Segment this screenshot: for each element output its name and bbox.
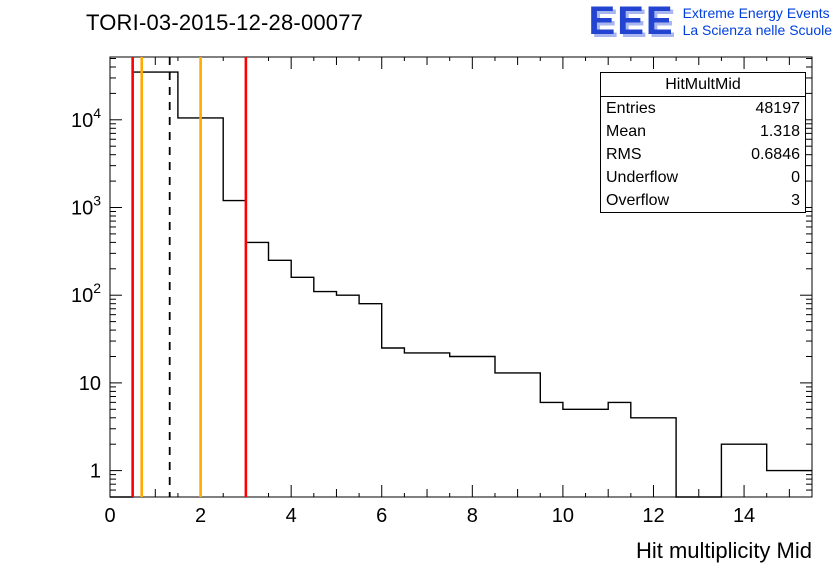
- x-tick-label: 0: [104, 505, 115, 527]
- stats-label: Mean: [606, 123, 647, 140]
- x-tick-label: 12: [642, 505, 664, 527]
- y-tick-label: 103: [71, 192, 101, 219]
- y-tick-label: 104: [71, 105, 101, 132]
- stats-row: Overflow 3: [601, 189, 805, 212]
- x-tick-label: 6: [376, 505, 387, 527]
- stats-label: Entries: [606, 100, 656, 117]
- stats-box: HitMultMid Entries 48197 Mean 1.318 RMS 0.684…: [600, 72, 806, 213]
- stats-label: Underflow: [606, 169, 679, 186]
- y-tick-label: 10: [79, 373, 101, 395]
- plot-title: TORI-03-2015-12-28-00077: [86, 10, 364, 35]
- eee-logo: EEE Extreme Energy Events La Scienza nel…: [588, 0, 832, 43]
- logo-line-1: Extreme Energy Events: [682, 5, 830, 21]
- eee-logo-caption: Extreme Energy Events La Scienza nelle S…: [683, 3, 832, 39]
- stats-box-title: HitMultMid: [601, 73, 805, 97]
- stats-row: Entries 48197: [601, 97, 805, 120]
- stats-value: 0.6846: [751, 146, 800, 163]
- stats-label: Overflow: [606, 192, 670, 209]
- histogram-line: [110, 71, 812, 498]
- stats-value: 1.318: [759, 123, 800, 140]
- x-tick-label: 8: [467, 505, 478, 527]
- x-tick-label: 2: [195, 505, 206, 527]
- stats-value: 48197: [755, 100, 801, 117]
- x-tick-label: 10: [552, 505, 574, 527]
- plot-frame: [109, 56, 813, 498]
- stats-value: 3: [791, 192, 800, 209]
- eee-logo-text: EEE: [588, 0, 675, 43]
- stats-row: RMS 0.6846: [601, 143, 805, 166]
- stats-label: RMS: [606, 146, 642, 163]
- logo-line-2: La Scienza nelle Scuole: [682, 22, 832, 38]
- y-tick-label: 102: [71, 280, 101, 307]
- y-tick-label: 1: [90, 461, 101, 483]
- stats-rows: Entries 48197 Mean 1.318 RMS 0.6846 Underflow 0…: [601, 97, 805, 212]
- x-tick-label: 14: [733, 505, 755, 527]
- stats-row: Mean 1.318: [601, 120, 805, 143]
- stats-row: Underflow 0: [601, 166, 805, 189]
- x-axis-title: Hit multiplicity Mid: [635, 538, 812, 563]
- stats-value: 0: [791, 169, 800, 186]
- x-tick-label: 4: [286, 505, 297, 527]
